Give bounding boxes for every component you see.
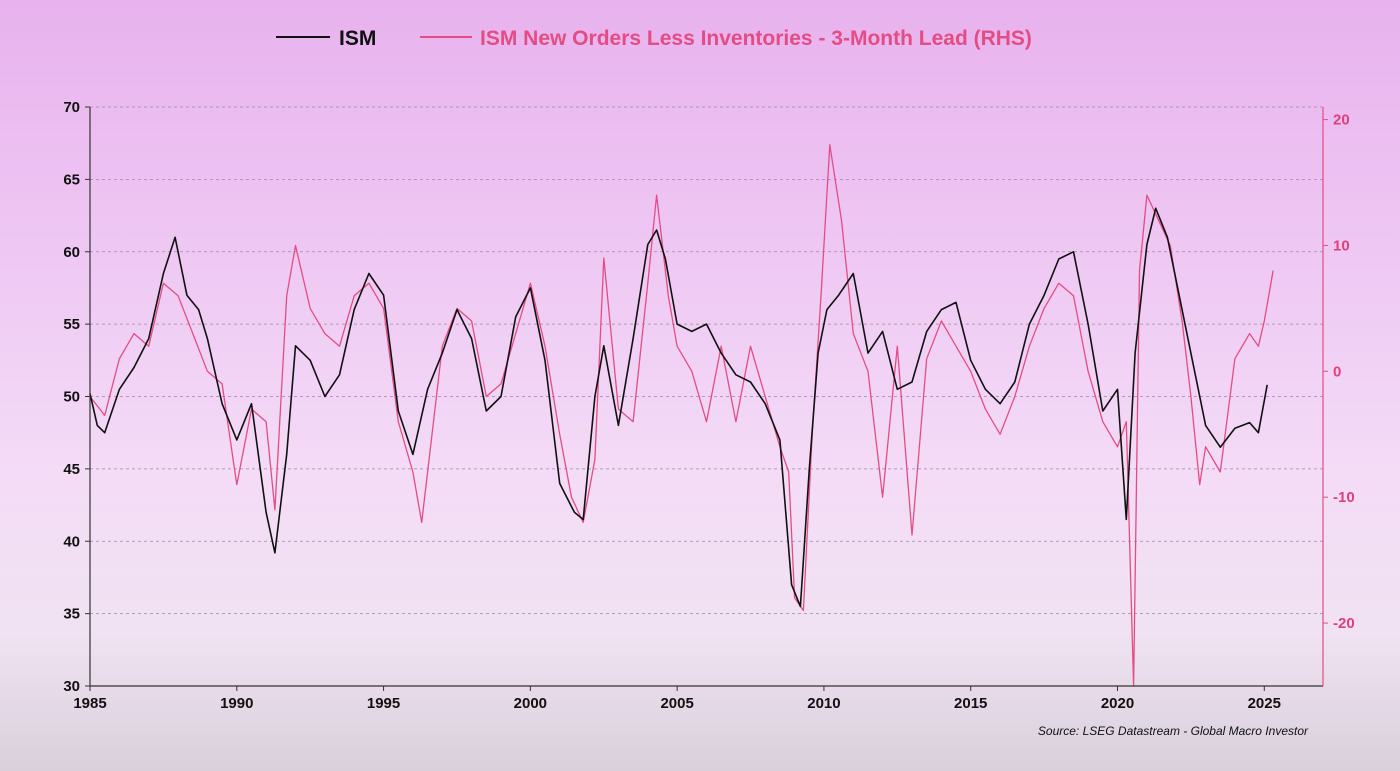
series-line-ism	[89, 207, 1268, 608]
x-tick-label: 2020	[1101, 695, 1134, 712]
y-left-tick-label: 35	[63, 606, 80, 623]
x-tick-label: 2005	[660, 695, 693, 712]
y-left-tick-label: 30	[63, 678, 80, 695]
y-right-tick-label: 20	[1333, 112, 1350, 129]
y-left-tick-label: 40	[63, 533, 80, 550]
x-tick-label: 1995	[367, 695, 400, 712]
y-right-tick-label: -20	[1333, 615, 1355, 632]
y-left-tick-label: 45	[63, 461, 80, 478]
x-tick-label: 2015	[954, 695, 987, 712]
x-tick-label: 2025	[1248, 695, 1281, 712]
series-line-new-orders-less-inventories	[89, 144, 1274, 687]
legend: ISM ISM New Orders Less Inventories - 3-…	[276, 27, 1032, 50]
y-left-tick-label: 70	[63, 99, 80, 116]
source-note: Source: LSEG Datastream - Global Macro I…	[1038, 724, 1309, 738]
y-right-tick-label: -10	[1333, 489, 1355, 506]
y-left-tick-label: 65	[63, 171, 80, 188]
y-right-tick-label: 10	[1333, 237, 1350, 254]
axes	[85, 106, 1328, 691]
x-tick-label: 1985	[73, 695, 106, 712]
tick-labels: 30 35 40 45 50 55 60 65 70 -20 -10 0 10 20 1985 1990 199…	[63, 99, 1354, 712]
y-right-tick-label: 0	[1333, 363, 1341, 380]
x-tick-label: 1990	[220, 695, 253, 712]
y-left-tick-label: 50	[63, 389, 80, 406]
series-layer	[89, 144, 1274, 687]
x-tick-label: 2000	[514, 695, 547, 712]
legend-label-ism: ISM	[339, 27, 376, 50]
y-left-tick-label: 55	[63, 316, 80, 333]
legend-label-rhs: ISM New Orders Less Inventories - 3-Mont…	[480, 27, 1032, 50]
x-tick-label: 2010	[807, 695, 840, 712]
y-left-tick-label: 60	[63, 244, 80, 261]
